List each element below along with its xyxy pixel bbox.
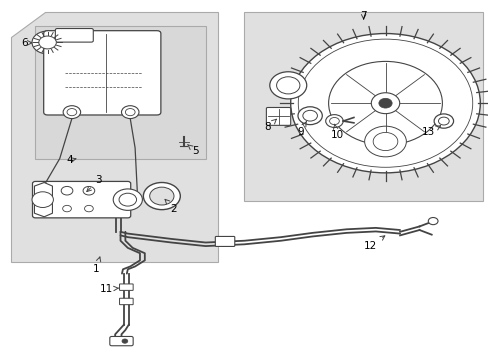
Text: 1: 1 <box>93 257 101 274</box>
Circle shape <box>121 106 139 118</box>
FancyBboxPatch shape <box>110 337 133 346</box>
Text: 6: 6 <box>21 38 32 48</box>
Text: 9: 9 <box>297 122 306 137</box>
Circle shape <box>269 72 306 99</box>
Text: 11: 11 <box>100 284 119 294</box>
FancyBboxPatch shape <box>43 31 161 115</box>
Circle shape <box>83 186 95 195</box>
Circle shape <box>61 186 73 195</box>
Circle shape <box>149 187 174 205</box>
Text: 12: 12 <box>364 236 384 251</box>
Circle shape <box>84 205 93 212</box>
Circle shape <box>32 192 53 207</box>
Text: 10: 10 <box>330 124 343 140</box>
Circle shape <box>438 117 448 125</box>
Circle shape <box>276 77 299 94</box>
Text: 3: 3 <box>87 175 102 192</box>
FancyBboxPatch shape <box>119 284 133 291</box>
Circle shape <box>329 117 339 125</box>
Text: 5: 5 <box>187 144 199 157</box>
Circle shape <box>119 193 136 206</box>
Circle shape <box>39 36 56 49</box>
Circle shape <box>427 217 437 225</box>
FancyBboxPatch shape <box>119 298 133 305</box>
Circle shape <box>143 183 180 210</box>
Bar <box>35 26 205 158</box>
Circle shape <box>32 31 63 54</box>
Circle shape <box>122 339 127 343</box>
Circle shape <box>297 107 322 125</box>
Circle shape <box>364 126 406 157</box>
Text: 4: 4 <box>66 156 76 165</box>
Circle shape <box>433 114 453 128</box>
Circle shape <box>370 93 399 114</box>
Circle shape <box>62 205 71 212</box>
FancyBboxPatch shape <box>32 181 130 218</box>
Bar <box>244 12 482 202</box>
Text: 2: 2 <box>164 199 177 213</box>
Text: 7: 7 <box>360 11 366 21</box>
Circle shape <box>378 98 391 108</box>
Circle shape <box>290 33 479 173</box>
FancyBboxPatch shape <box>55 28 93 42</box>
Text: 13: 13 <box>421 126 440 138</box>
Circle shape <box>372 132 397 150</box>
Circle shape <box>67 109 77 116</box>
Circle shape <box>302 111 317 121</box>
Circle shape <box>113 189 142 210</box>
Circle shape <box>125 109 135 116</box>
FancyBboxPatch shape <box>266 108 290 125</box>
Polygon shape <box>34 183 52 217</box>
Circle shape <box>325 114 343 127</box>
FancyBboxPatch shape <box>215 237 234 247</box>
Text: 8: 8 <box>264 119 276 132</box>
Circle shape <box>63 106 81 118</box>
Polygon shape <box>11 12 217 262</box>
